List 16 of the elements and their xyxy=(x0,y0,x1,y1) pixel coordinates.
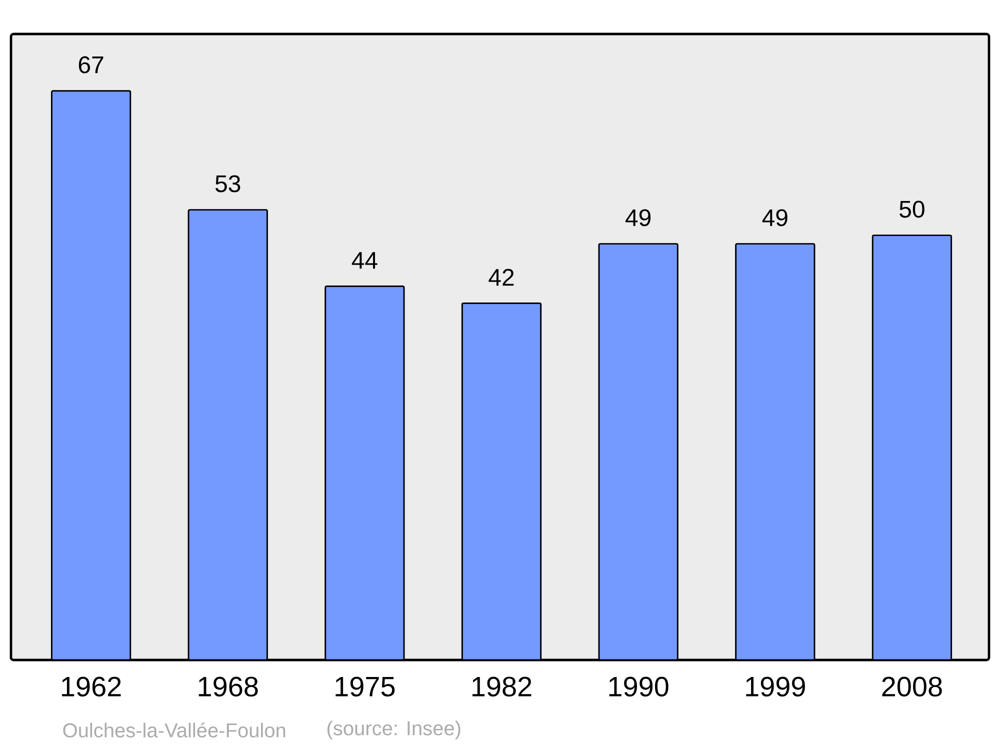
data-label: 49 xyxy=(762,209,788,226)
data-label: 49 xyxy=(626,209,651,226)
x-tick-label: 2008 xyxy=(882,676,942,697)
data-label: 44 xyxy=(352,252,378,269)
text: Oulches-la-Vallée-Foulon xyxy=(63,722,286,738)
x-tick-label: 1990 xyxy=(609,676,668,697)
data-label: 42 xyxy=(488,268,514,286)
data-label: 67 xyxy=(78,56,104,74)
text: (source: Insee) xyxy=(328,720,460,740)
data-label: 50 xyxy=(900,200,924,218)
x-tick-label: 1975 xyxy=(336,676,395,697)
x-tick-label: 1962 xyxy=(62,676,121,697)
data-label: 53 xyxy=(215,175,240,192)
x-tick-label: 1968 xyxy=(198,676,258,697)
x-tick-label: 1999 xyxy=(746,676,805,697)
x-tick-label: 1982 xyxy=(472,676,532,697)
